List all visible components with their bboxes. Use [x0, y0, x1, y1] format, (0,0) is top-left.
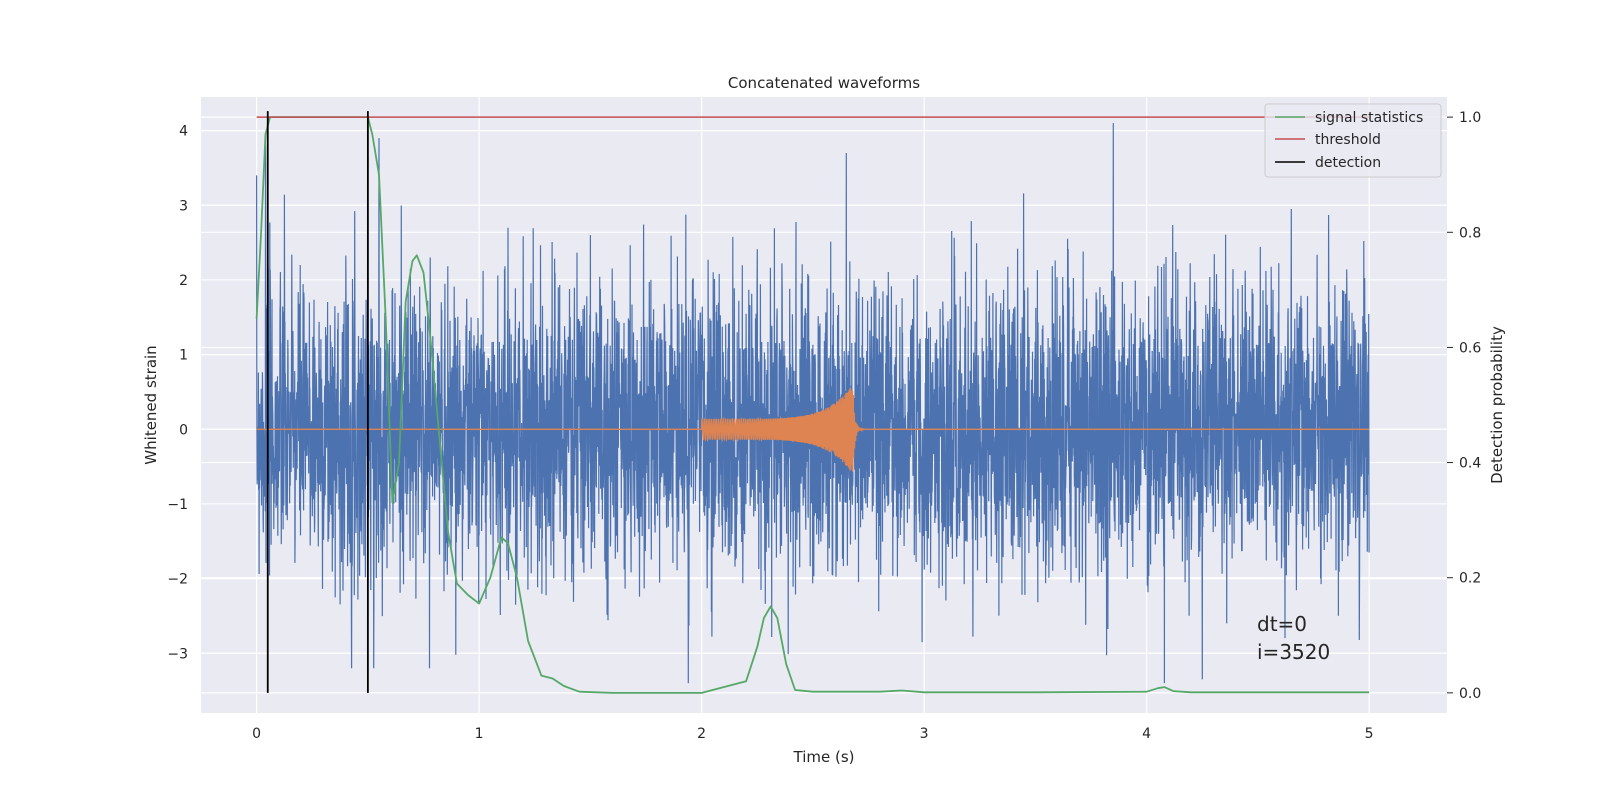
annotation-i: i=3520	[1257, 640, 1330, 664]
x-axis: 0 1 2 3 4 5	[252, 726, 1373, 742]
y2-tick-label: 0.0	[1459, 686, 1481, 702]
x-axis-label: Time (s)	[793, 748, 855, 766]
y-axis-label: Whitened strain	[142, 345, 160, 464]
y-axis: −3 −2 −1 0 1 2 3 4	[167, 124, 188, 663]
legend: signal statistics threshold detection	[1264, 103, 1442, 178]
y-tick-label: −2	[167, 572, 188, 588]
legend-label-detection: detection	[1315, 155, 1381, 171]
template-waveform-line	[256, 387, 1370, 472]
x-tick-label: 3	[920, 726, 929, 742]
series-layer	[255, 111, 1370, 694]
legend-box	[1264, 103, 1442, 178]
y-tick-label: 2	[179, 273, 188, 289]
y-tick-label: 1	[179, 348, 188, 364]
y-tick-label: 4	[179, 124, 188, 140]
x-tick-label: 5	[1365, 726, 1374, 742]
legend-label-signal-statistics: signal statistics	[1315, 110, 1423, 126]
x-tick-label: 2	[697, 726, 706, 742]
y2-axis: 0.0 0.2 0.4 0.6 0.8 1.0	[1447, 110, 1481, 702]
y2-tick-label: 1.0	[1459, 110, 1481, 126]
y2-tick-label: 0.6	[1459, 340, 1481, 356]
y2-axis-label: Detection probability	[1488, 326, 1506, 484]
y-tick-label: −1	[167, 497, 188, 513]
x-tick-label: 1	[475, 726, 484, 742]
y-tick-label: 3	[179, 198, 188, 214]
y2-tick-label: 0.4	[1459, 456, 1481, 472]
annotation-dt: dt=0	[1257, 612, 1307, 636]
y-tick-label: 0	[179, 422, 188, 438]
y2-tick-label: 0.8	[1459, 225, 1481, 241]
y2-tick-label: 0.2	[1459, 571, 1481, 587]
y-tick-label: −3	[167, 646, 188, 662]
chart-title: Concatenated waveforms	[728, 74, 920, 92]
x-tick-label: 0	[252, 726, 261, 742]
whitened-noise-line	[256, 123, 1370, 684]
x-tick-label: 4	[1142, 726, 1151, 742]
legend-label-threshold: threshold	[1315, 132, 1381, 148]
